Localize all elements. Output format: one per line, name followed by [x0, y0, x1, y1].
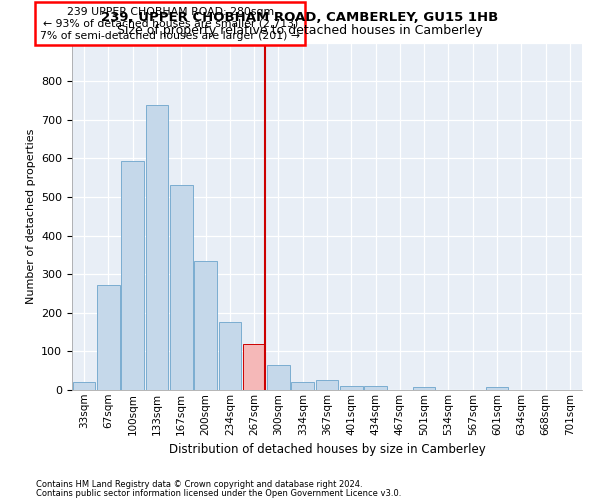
Text: 239, UPPER CHOBHAM ROAD, CAMBERLEY, GU15 1HB: 239, UPPER CHOBHAM ROAD, CAMBERLEY, GU15…	[101, 11, 499, 24]
Text: Contains public sector information licensed under the Open Government Licence v3: Contains public sector information licen…	[36, 489, 401, 498]
Text: 239 UPPER CHOBHAM ROAD: 280sqm
← 93% of detached houses are smaller (2,713)
7% o: 239 UPPER CHOBHAM ROAD: 280sqm ← 93% of …	[40, 8, 301, 40]
Bar	[73, 382, 95, 390]
Bar	[146, 105, 168, 390]
Bar	[218, 322, 241, 390]
Bar	[292, 382, 314, 390]
X-axis label: Distribution of detached houses by size in Camberley: Distribution of detached houses by size …	[169, 443, 485, 456]
Bar	[97, 285, 120, 390]
Text: Contains HM Land Registry data © Crown copyright and database right 2024.: Contains HM Land Registry data © Crown c…	[36, 480, 362, 489]
Bar	[413, 387, 436, 390]
Bar	[316, 380, 338, 390]
Bar	[364, 386, 387, 390]
Bar	[121, 162, 144, 390]
Text: Size of property relative to detached houses in Camberley: Size of property relative to detached ho…	[117, 24, 483, 37]
Bar	[340, 386, 362, 390]
Bar	[486, 388, 508, 390]
Bar	[170, 184, 193, 390]
Bar	[194, 260, 217, 390]
Bar	[243, 344, 265, 390]
Bar	[267, 365, 290, 390]
Y-axis label: Number of detached properties: Number of detached properties	[26, 128, 35, 304]
